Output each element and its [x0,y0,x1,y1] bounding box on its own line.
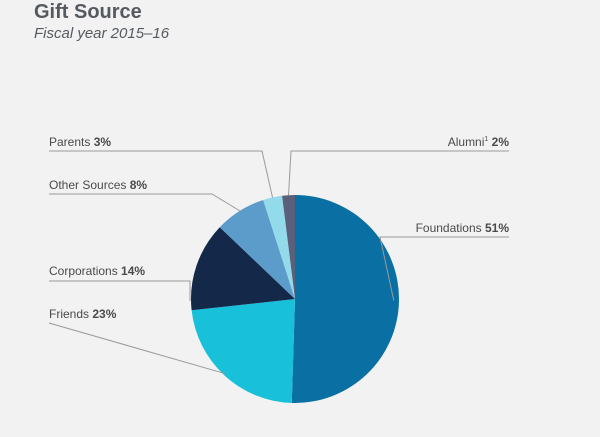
leader-line-other-sources [49,193,241,212]
label-parents: Parents 3% [49,135,111,149]
pie-slice-foundations [291,195,399,403]
pie-slice-friends [191,299,295,403]
leader-line-friends [48,322,226,375]
chart-title: Gift Source [34,1,142,23]
pie-slice-other-sources [219,199,295,299]
leader-line-foundations [379,236,509,301]
label-other-sources: Other Sources 8% [49,178,147,192]
label-foundations: Foundations 51% [416,221,510,235]
label-corporations: Corporations 14% [49,264,145,278]
leader-lines [48,150,509,375]
pie-slices [191,195,399,403]
label-alumni: Alumni1 2% [448,135,510,149]
leader-line-parents [49,150,274,198]
chart-subtitle: Fiscal year 2015–16 [34,25,170,42]
label-friends: Friends 23% [49,307,117,321]
pie-slice-corporations [191,227,295,311]
pie-slice-alumni [282,195,295,299]
pie-slice-parents [263,195,295,299]
leader-line-alumni [288,150,509,196]
leader-line-corporations [49,280,191,301]
